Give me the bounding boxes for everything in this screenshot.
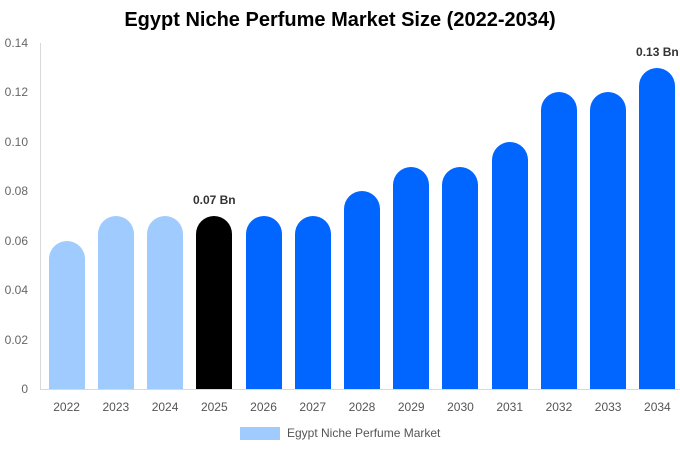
chart-title: Egypt Niche Perfume Market Size (2022-20… (124, 9, 556, 31)
bar-2027[interactable] (294, 216, 331, 389)
x-axis-line (40, 389, 680, 390)
x-tick-label: 2034 (644, 400, 671, 414)
bar-2026[interactable] (245, 216, 282, 389)
y-tick-label: 0.12 (4, 85, 28, 100)
bar-2025[interactable] (196, 216, 233, 389)
x-tick-label: 2026 (250, 400, 277, 414)
bar-2022[interactable] (48, 240, 85, 389)
x-tick-label: 2025 (200, 400, 228, 414)
x-tick-label: 2028 (348, 400, 376, 414)
data-label: 0.07 Bn (192, 193, 236, 207)
y-tick-label: 0 (21, 382, 28, 396)
bar-2023[interactable] (97, 216, 134, 389)
y-tick-label: 0.04 (4, 283, 28, 298)
x-tick-label: 2033 (594, 400, 622, 414)
x-tick-label: 2024 (151, 400, 179, 414)
bar-2031[interactable] (491, 141, 528, 389)
y-tick-label: 0.08 (4, 184, 28, 199)
x-tick-label: 2031 (496, 400, 524, 414)
y-tick-label: 0.10 (4, 134, 28, 149)
bar-2029[interactable] (393, 166, 430, 389)
x-tick-label: 2027 (299, 400, 327, 414)
bar-2030[interactable] (442, 166, 479, 389)
y-tick-label: 0.06 (4, 233, 28, 248)
bar-2033[interactable] (590, 92, 627, 389)
x-tick-label: 2029 (397, 400, 425, 414)
bar-2034[interactable] (639, 67, 676, 389)
y-tick-label: 0.02 (4, 332, 28, 347)
bar-2024[interactable] (147, 216, 184, 389)
y-tick-label: 0.14 (4, 36, 28, 50)
x-tick-label: 2032 (545, 400, 573, 414)
bar-2032[interactable] (540, 92, 577, 389)
legend[interactable]: Egypt Niche Perfume Market (240, 426, 440, 440)
x-tick-label: 2030 (447, 400, 474, 414)
x-tick-label: 2022 (53, 400, 80, 414)
bar-2028[interactable] (344, 191, 380, 389)
legend-label: Egypt Niche Perfume Market (287, 426, 441, 440)
x-tick-label: 2023 (102, 400, 130, 414)
y-axis-line (40, 43, 41, 390)
legend-swatch (240, 426, 280, 440)
data-label: 0.13 Bn (636, 44, 679, 59)
